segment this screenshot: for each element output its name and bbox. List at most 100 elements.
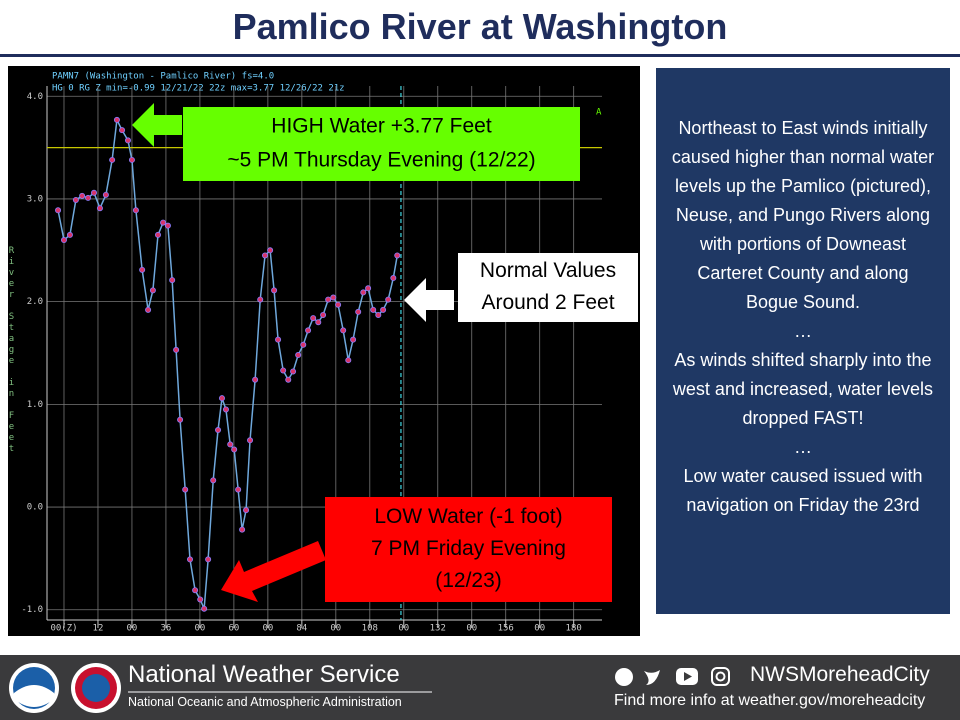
data-point [218,395,225,402]
facebook-icon[interactable] [615,668,633,686]
chart: PAMN7 (Washington - Pamlico River) fs=4.… [8,66,640,636]
annotation-box [183,107,580,181]
data-point [128,156,135,163]
data-point [197,596,204,603]
x-tick-label: 00 [262,624,273,634]
high-arrow [132,103,182,147]
data-point [102,191,109,198]
data-point [285,376,292,383]
data-point [275,336,282,343]
x-tick-label: 180 [566,624,582,634]
data-point [79,192,86,199]
data-point [320,312,327,319]
annotation-text: (12/23) [435,569,502,592]
annotation-text: ~5 PM Thursday Evening (12/22) [227,149,535,172]
data-point [173,346,180,353]
data-point [192,587,199,594]
data-point [370,306,377,313]
data-point [305,327,312,334]
data-point [385,296,392,303]
x-tick-label: 00 [466,624,477,634]
data-point [72,196,79,203]
x-tick-label: 00 [534,624,545,634]
series-line [57,117,399,609]
data-point [330,294,337,301]
normal-arrow [404,278,454,322]
data-point [109,156,116,163]
data-point [280,367,287,374]
chart-header: HG 0 RG Z min=-0.99 12/21/22 22z max=3.7… [52,84,345,94]
info-link[interactable]: Find more info at weather.gov/moreheadci… [614,692,926,709]
data-point [177,416,184,423]
annotation-text: 7 PM Friday Evening [371,537,566,560]
data-point [85,194,92,201]
data-point [201,605,208,612]
x-tick-label: 00 [398,624,409,634]
y-tick-label: 4.0 [27,92,43,102]
data-point [267,247,274,254]
data-point [60,237,67,244]
data-point [271,287,278,294]
data-point [375,312,382,319]
y-tick-label: 3.0 [27,194,43,204]
twitter-icon[interactable] [644,670,660,685]
x-tick-label: 36 [161,624,172,634]
x-tick-label: 156 [498,624,514,634]
panel-paragraph: Northeast to East winds initially caused… [671,118,935,312]
instagram-lens [715,671,726,682]
data-point [295,352,302,359]
annotation-text: Normal Values [480,259,616,282]
data-point [257,296,264,303]
data-point [300,341,307,348]
data-point [252,376,259,383]
x-tick-label: 84 [296,624,307,634]
annotation-box [458,253,638,322]
data-point [355,308,362,315]
data-point [231,446,238,453]
data-point [205,556,212,563]
data-point [215,427,222,434]
low-arrow [221,541,326,602]
instagram-icon[interactable] [711,667,730,686]
data-point [124,137,131,144]
data-point [164,222,171,229]
data-point [145,306,152,313]
data-point [210,477,217,484]
data-point [113,116,120,123]
chart-header: PAMN7 (Washington - Pamlico River) fs=4.… [52,72,274,82]
data-point [262,252,269,259]
data-point [380,306,387,313]
x-tick-label: 00 [127,624,138,634]
y-axis-title: River Stage in Feet [8,246,17,455]
x-tick-label: 132 [430,624,446,634]
data-point [290,368,297,375]
x-tick-label: 12 [93,624,104,634]
annotation-text: Around 2 Feet [481,291,614,314]
data-point [243,507,250,514]
data-point [182,486,189,493]
footer: National Weather Service National Oceani… [0,655,960,720]
panel-paragraph: Low water caused issued with navigation … [683,466,923,515]
data-point [235,486,242,493]
data-point [360,289,367,296]
x-tick-label: 00 [194,624,205,634]
x-tick-label: 00(Z) [50,624,77,634]
data-point [325,296,332,303]
data-point [227,441,234,448]
data-point [365,285,372,292]
x-tick-label: 00 [330,624,341,634]
data-point [390,275,397,282]
data-point [239,526,246,533]
title-rule [0,54,960,57]
panel-paragraph: … [794,321,812,341]
data-point [160,219,167,226]
data-point [340,327,347,334]
youtube-play [684,672,692,681]
annotation-box [325,497,612,602]
data-point [154,231,161,238]
social-handle[interactable]: NWSMoreheadCity [750,663,930,686]
data-point [315,319,322,326]
side-panel: Northeast to East winds initially caused… [656,68,950,614]
footer-graphics [9,663,730,713]
